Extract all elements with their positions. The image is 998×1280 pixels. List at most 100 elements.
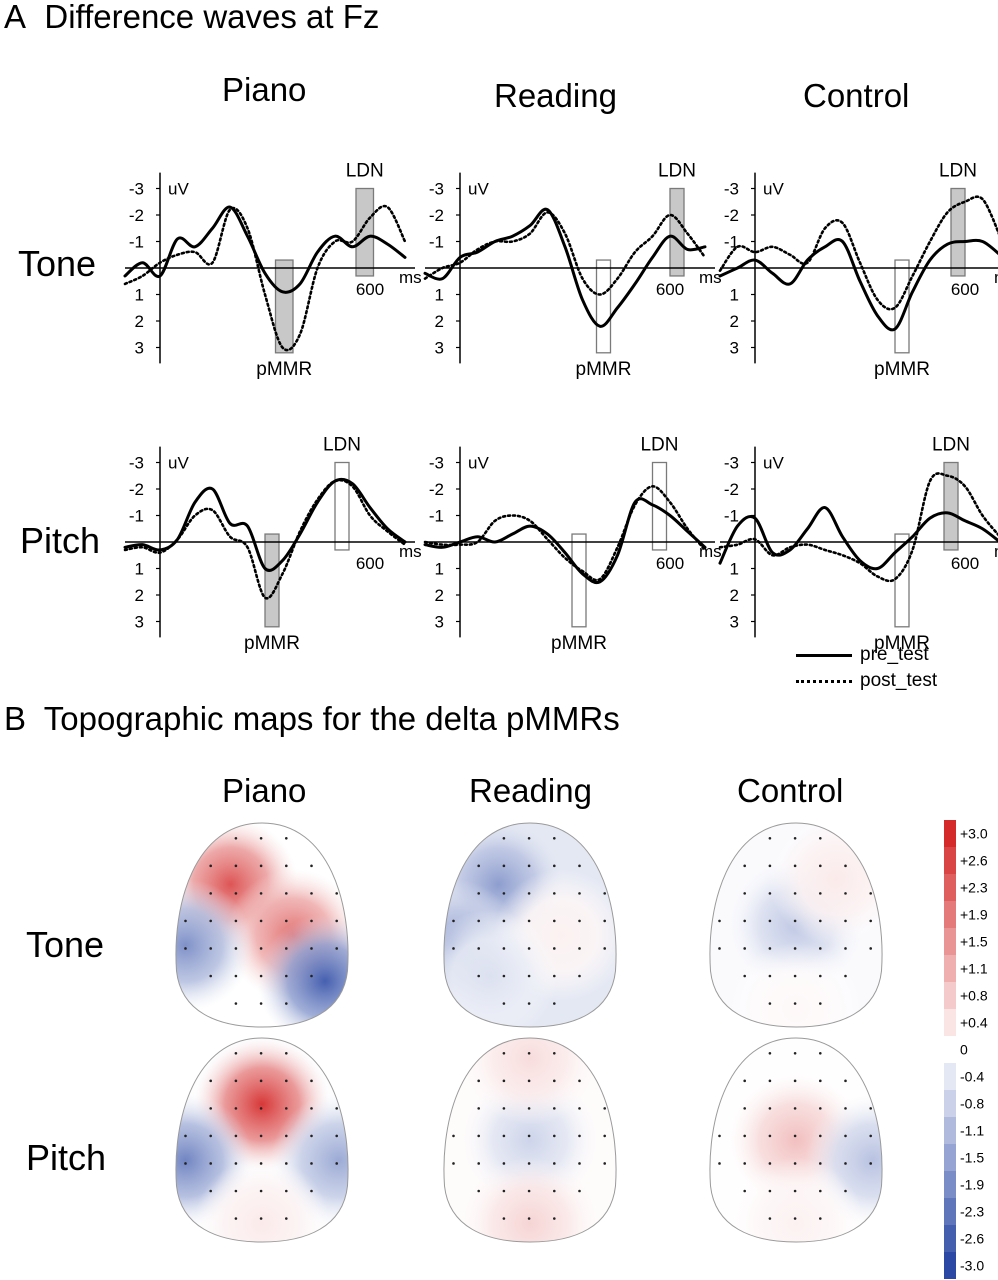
series-pre_test — [123, 205, 407, 294]
y-tick-label: 3 — [435, 613, 444, 632]
topo-col-title-piano: Piano — [222, 772, 307, 809]
series-post_test — [123, 204, 407, 352]
electrode-dot — [184, 1134, 187, 1138]
electrode-dot — [553, 1134, 556, 1138]
panel-a-title-text: Difference waves at Fz — [44, 0, 380, 35]
colorbar-label: -1.9 — [960, 1177, 984, 1193]
electrode-dot — [285, 892, 288, 895]
y-tick-label: 2 — [135, 312, 144, 331]
electrode-dot — [768, 1134, 772, 1138]
electrode-dot — [768, 1052, 772, 1055]
x-axis-label: ms — [994, 542, 998, 561]
topographic-maps — [175, 822, 883, 1243]
electrode-dot — [234, 947, 238, 950]
y-tick-label: 3 — [730, 613, 739, 632]
x-tick-label: 600 — [951, 280, 979, 299]
electrode-dot — [553, 919, 556, 923]
legend: pre_test post_test — [796, 642, 937, 694]
electrode-grid — [452, 1052, 606, 1220]
electrode-dot — [578, 974, 581, 978]
electrode-dot — [793, 1052, 797, 1055]
topo-blob-bottom — [194, 1157, 330, 1242]
electrode-dot — [553, 1002, 556, 1005]
electrode-dot — [743, 1189, 746, 1193]
annotation-label-pmmr: pMMR — [256, 359, 312, 380]
y-tick-label: 1 — [135, 286, 144, 305]
head-outline — [709, 822, 883, 1028]
electrode-dot — [209, 974, 212, 978]
electrode-dot — [768, 1189, 772, 1193]
electrode-dot — [184, 1162, 187, 1165]
series-post_test — [718, 472, 998, 583]
electrode-dot — [768, 1107, 772, 1110]
panel-b-letter: B — [4, 700, 27, 737]
y-tick-label: -3 — [429, 180, 444, 199]
electrode-dot — [335, 1134, 339, 1138]
colorbar-segment — [944, 1063, 956, 1090]
x-tick-label: 600 — [356, 280, 384, 299]
electrode-dot — [335, 947, 339, 950]
electrode-dot — [844, 864, 847, 868]
head-outline — [175, 822, 349, 1028]
y-tick-label: 1 — [730, 560, 739, 579]
electrode-dot — [768, 1002, 772, 1005]
electrode-dot — [578, 1162, 581, 1165]
electrode-dot — [768, 1217, 772, 1220]
electrode-dot — [819, 1002, 822, 1005]
electrode-dot — [768, 919, 772, 923]
colorbar-label: +3.0 — [960, 826, 988, 842]
electrode-dot — [743, 919, 746, 923]
electrode-dot — [259, 919, 263, 923]
electrode-dot — [259, 1002, 263, 1005]
panel-a-letter: A — [4, 0, 27, 35]
electrode-dot — [477, 1107, 481, 1110]
y-tick-label: -1 — [429, 507, 444, 526]
y-tick-label: 1 — [435, 560, 444, 579]
y-tick-label: -2 — [724, 206, 739, 225]
y-axis-label: uV — [468, 454, 489, 473]
panel-b-title: B Topographic maps for the delta pMMRs — [4, 700, 620, 738]
electrode-grid — [452, 837, 606, 1005]
electrode-dot — [310, 947, 313, 950]
series-post_test — [718, 195, 998, 311]
electrode-dot — [869, 1134, 872, 1138]
colorbar-segment — [944, 928, 956, 955]
electrode-dot — [477, 864, 481, 868]
electrode-dot — [768, 892, 772, 895]
electrode-dot — [452, 1134, 455, 1138]
electrode-dot — [869, 892, 872, 895]
colorbar-segment — [944, 847, 956, 874]
electrode-dot — [578, 947, 581, 950]
electrode-dot — [477, 892, 481, 895]
annotation-label-pmmr: pMMR — [874, 633, 930, 654]
annotation-label-ldn: LDN — [346, 161, 384, 182]
electrode-dot — [285, 1134, 288, 1138]
colorbar-label: +2.6 — [960, 853, 988, 869]
analysis-window-ldn — [334, 461, 350, 551]
y-tick-label: 3 — [730, 339, 739, 358]
electrode-dot — [819, 974, 822, 978]
electrode-dot — [603, 1162, 606, 1165]
legend-label-post: post_test — [860, 670, 938, 691]
electrode-dot — [844, 1107, 847, 1110]
electrode-dot — [259, 1217, 263, 1220]
series-pre_test — [718, 237, 998, 332]
electrode-dot — [209, 1107, 212, 1110]
annotation-label-pmmr: pMMR — [576, 359, 632, 380]
electrode-dot — [234, 1217, 238, 1220]
colorbar-segment — [944, 1090, 956, 1117]
annotation-label-ldn: LDN — [640, 435, 678, 456]
electrode-dot — [527, 947, 531, 950]
row-label-pitch: Pitch — [20, 520, 101, 561]
electrode-dot — [310, 1107, 313, 1110]
electrode-dot — [578, 1079, 581, 1083]
electrode-dot — [578, 919, 581, 923]
electrode-dot — [310, 1079, 313, 1083]
electrode-dot — [743, 947, 746, 950]
analysis-window-ldn — [943, 461, 959, 551]
topo-col-title-control: Control — [737, 772, 844, 809]
analysis-window-ldn — [950, 187, 966, 277]
annotation-label-ldn: LDN — [939, 161, 977, 182]
electrode-dot — [819, 947, 822, 950]
